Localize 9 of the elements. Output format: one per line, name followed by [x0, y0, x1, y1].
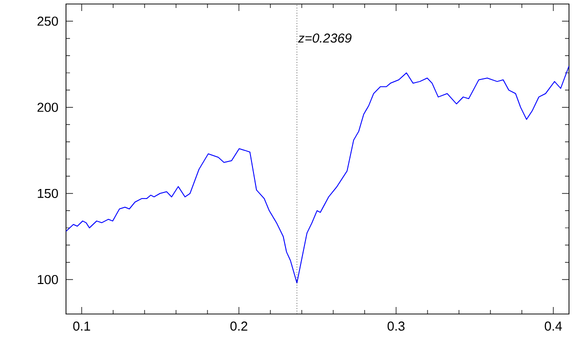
y-tick-label: 100	[38, 274, 58, 284]
x-tick-label: 0.2	[230, 322, 248, 331]
x-tick-label: 0.3	[388, 322, 405, 331]
ref-line-label: z=0.2369	[298, 34, 352, 43]
x-tick-label: 0.4	[544, 322, 562, 331]
y-tick-label: 150	[38, 188, 58, 198]
x-tick-label: 0.1	[73, 322, 90, 331]
y-tick-label: 250	[38, 16, 58, 26]
y-tick-label: 200	[38, 102, 58, 112]
